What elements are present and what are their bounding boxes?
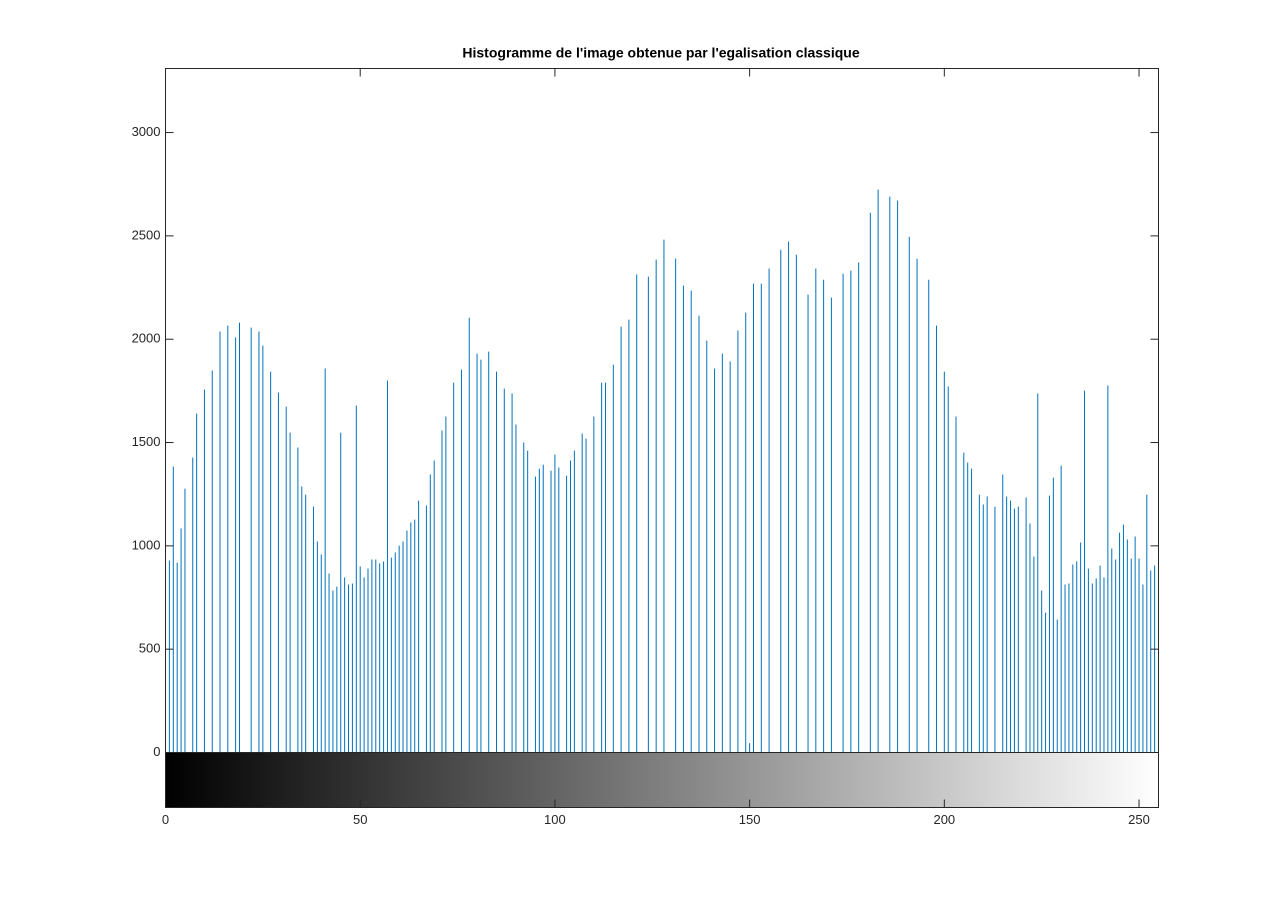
plot-area <box>168 189 1159 753</box>
x-tick-label: 250 <box>1128 812 1150 827</box>
x-tick-label: 150 <box>739 812 761 827</box>
x-tick-label: 0 <box>162 812 169 827</box>
x-tick-label: 200 <box>933 812 955 827</box>
y-tick-label: 1000 <box>132 537 161 552</box>
x-tick-label: 100 <box>544 812 566 827</box>
y-tick-label: 1500 <box>132 434 161 449</box>
y-tick-label: 0 <box>153 744 160 759</box>
y-tick-label: 3000 <box>132 124 161 139</box>
y-tick-label: 500 <box>139 641 161 656</box>
x-tick-label: 50 <box>353 812 367 827</box>
colorbar <box>165 752 1158 807</box>
chart-title: Histogramme de l'image obtenue par l'ega… <box>462 45 859 61</box>
y-tick-label: 2000 <box>132 331 161 346</box>
colorbar-box <box>165 752 1159 808</box>
y-tick-label: 2500 <box>132 227 161 242</box>
